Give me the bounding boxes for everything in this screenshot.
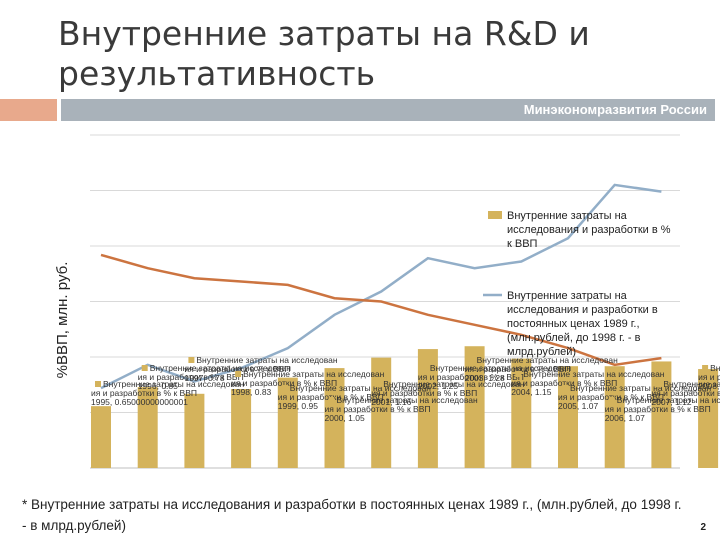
bar-1999 [277,377,298,468]
slide-title: Внутренние затраты на R&D и результативн… [58,14,590,93]
label-marker [608,397,615,403]
data-label-1997: Внутренние затраты на исследован ия и раз… [184,355,338,383]
page-number: 2 [700,522,706,533]
data-label-2000: Внутренние затраты на исследован ия и раз… [325,395,479,423]
label-marker [235,371,242,377]
bar-2005 [558,366,578,468]
data-labels: Внутренние затраты на исследован ия и раз… [91,355,720,423]
label-marker [702,365,709,371]
label-marker [421,365,428,371]
data-label-2003: Внутренние затраты на исследован ия и раз… [465,355,619,383]
label-marker [468,357,475,363]
data-label-2004: Внутренние затраты на исследован ия и раз… [511,369,665,397]
banner-label: Минэкономразвития России [523,102,707,117]
line-series [100,183,662,390]
data-label-2002: Внутренние затраты на исследован ия и раз… [418,363,572,391]
chart-legend: Внутренние затраты на исследования и разр… [483,210,671,358]
label-marker [141,365,148,371]
bar-2008 [698,369,719,468]
accent-bar [0,99,57,121]
label-marker [188,357,195,363]
bar-2003 [464,346,485,468]
data-label-1995: Внутренние затраты на исследован ия и раз… [91,379,245,407]
bar-2006 [604,366,625,468]
line-constant-prices [100,183,662,390]
bar-1997 [184,393,205,468]
legend-label-line: Внутренние затраты на исследования и разр… [507,290,658,358]
label-marker [95,381,101,387]
y-axis-label: %ВВП, млн. руб. [54,262,71,379]
bar-2002 [417,349,438,468]
bar-series [91,346,719,468]
bar-2004 [511,358,532,468]
label-marker [562,385,568,391]
line-orange [100,253,662,367]
legend-swatch-bar [488,211,502,219]
bar-1995 [91,406,111,468]
data-label-2007: Внутренние затраты на исследования и раз… [651,379,720,407]
label-marker [375,381,382,387]
data-label-2008: Внутренние затраты на исследования и раз… [698,363,720,391]
label-marker [515,371,522,377]
data-label-1998: Внутренние затраты на исследован ия и раз… [231,369,385,397]
bar-2000 [324,368,345,468]
label-marker [281,385,288,391]
legend-label-bar: Внутренние затраты на исследования и разр… [507,210,671,250]
data-label-2001: Внутренние затраты на исследован ия и раз… [371,379,525,407]
data-label-2006: Внутренние затраты на исследования и раз… [605,395,720,423]
bar-1996 [137,387,158,468]
footnote: * Внутренние затраты на исследования и р… [22,497,682,533]
label-marker [328,397,335,403]
data-label-1996: Внутренние затраты на исследован ия и раз… [138,363,292,391]
bar-2007 [651,361,672,468]
bar-1998 [231,389,252,468]
label-marker [655,381,662,387]
ministry-banner: Минэкономразвития России [61,99,715,121]
